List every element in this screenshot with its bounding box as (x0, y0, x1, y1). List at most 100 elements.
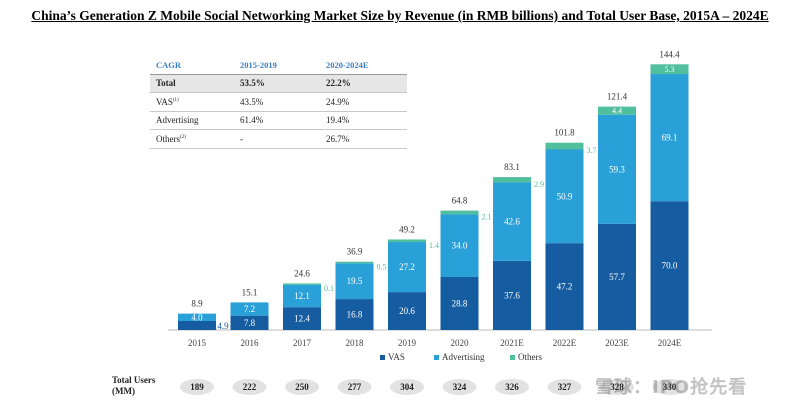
bar-segment-advertising (230, 302, 269, 316)
x-tick-label: 2018 (346, 338, 365, 348)
data-label-vas: 70.0 (662, 261, 678, 271)
total-users-value: 277 (348, 382, 362, 392)
data-label-total: 15.1 (242, 287, 258, 297)
total-users-pill (547, 379, 582, 395)
data-label-others: 2.9 (534, 180, 544, 189)
total-users-value: 189 (190, 382, 204, 392)
cagr-table: CAGR 2015-2019 2020-2024E Total 53.5% 22… (150, 56, 407, 149)
data-label-vas: 57.7 (609, 272, 625, 282)
bar-segment-advertising (650, 74, 689, 202)
legend-label: Others (518, 352, 542, 362)
bar-segment-vas (598, 223, 636, 330)
data-label-vas: 12.4 (294, 314, 310, 324)
x-tick-label: 2016 (241, 338, 260, 348)
total-users-pill (285, 379, 319, 395)
cagr-row-label: Advertising (150, 111, 234, 130)
bar-segment-advertising (178, 313, 216, 321)
total-users-pill (652, 379, 687, 395)
x-tick-label: 2023E (605, 338, 629, 348)
total-users-value: 222 (243, 382, 257, 392)
bar-segment-advertising (440, 214, 479, 278)
bar-segment-others (440, 210, 479, 215)
bar-segment-advertising (388, 242, 426, 293)
x-tick-label: 2019 (398, 338, 417, 348)
data-label-others: 1.4 (429, 241, 439, 250)
cagr-value: 26.7% (320, 129, 407, 149)
data-label-advertising: 7.2 (244, 304, 255, 314)
x-tick-label: 2021E (500, 338, 524, 348)
cagr-value: - (234, 129, 320, 149)
cagr-row-total: Total 53.5% 22.2% (150, 74, 407, 93)
bar-segment-vas (335, 299, 374, 330)
data-label-total: 144.4 (659, 49, 680, 59)
bar-segment-others (335, 261, 374, 264)
data-label-advertising: 59.3 (609, 164, 625, 174)
data-label-advertising: 12.1 (294, 291, 310, 301)
bar-segment-vas (230, 315, 269, 330)
data-label-advertising: 69.1 (662, 133, 678, 143)
data-label-others: 4.4 (612, 107, 622, 116)
bar-segment-advertising (283, 284, 321, 308)
x-tick-label: 2020 (451, 338, 470, 348)
data-label-total: 101.8 (554, 128, 575, 138)
total-users-value: 327 (558, 382, 572, 392)
total-users-value: 328 (610, 382, 624, 392)
cagr-value: 24.9% (320, 92, 407, 112)
cagr-row-label: VAS(1) (150, 92, 234, 112)
bar-segment-others (388, 239, 426, 243)
total-users-pill (180, 379, 214, 395)
data-label-others: 5.3 (665, 65, 675, 74)
data-label-vas: 20.6 (399, 306, 415, 316)
bar-segment-others (598, 106, 636, 115)
cagr-row-vas: VAS(1) 43.5% 24.9% (150, 92, 407, 112)
x-tick-label: 2015 (188, 338, 207, 348)
total-users-pill (232, 379, 267, 395)
data-label-vas: 47.2 (557, 282, 573, 292)
cagr-value: 19.4% (320, 111, 407, 130)
data-label-advertising: 50.9 (557, 191, 573, 201)
data-label-vas: 4.9 (217, 321, 229, 331)
bar-segment-vas (545, 243, 584, 330)
total-users-pill (495, 379, 529, 395)
data-label-others: 2.1 (482, 213, 492, 222)
bar-segment-vas (388, 292, 426, 330)
legend-label: Advertising (442, 352, 485, 362)
data-label-total: 24.6 (294, 268, 310, 278)
cagr-value: 61.4% (234, 111, 320, 130)
data-label-others: 3.7 (587, 146, 597, 155)
data-label-advertising: 19.5 (347, 276, 363, 286)
bar-segment-vas (440, 277, 479, 330)
bar-segment-vas (178, 320, 216, 330)
cagr-row-label-text: Others (156, 133, 180, 144)
cagr-row-label: Others(2) (150, 129, 234, 149)
bar-segment-others (650, 64, 689, 75)
total-users-value: 330 (663, 382, 677, 392)
cagr-row-advertising: Advertising 61.4% 19.4% (150, 111, 407, 130)
footnote-marker: (2) (180, 134, 186, 140)
watermark: 雪球：IPO抢先看 (595, 377, 748, 398)
cagr-value: 22.2% (320, 74, 407, 93)
cagr-header: CAGR (150, 56, 234, 75)
total-users-label-line1: Total Users (112, 375, 156, 385)
data-label-total: 64.8 (452, 196, 468, 206)
cagr-row-label: Total (150, 74, 234, 93)
total-users-value: 250 (295, 382, 309, 392)
bar-segment-advertising (598, 114, 636, 224)
bar-segment-advertising (493, 182, 531, 261)
data-label-advertising: 27.2 (399, 262, 415, 272)
cagr-header: 2020-2024E (320, 56, 407, 75)
data-label-vas: 28.8 (452, 299, 468, 309)
total-users-value: 304 (400, 382, 414, 392)
cagr-row-label-text: VAS (156, 96, 173, 107)
legend-swatch (380, 355, 385, 360)
bar-segment-vas (493, 260, 531, 330)
data-label-advertising: 34.0 (452, 241, 468, 251)
bar-segment-others (493, 177, 531, 183)
total-users-label: Total Users (MM) (112, 375, 155, 397)
cagr-header-row: CAGR 2015-2019 2020-2024E (150, 56, 407, 75)
total-users-value: 324 (453, 382, 467, 392)
data-label-others: 0.1 (324, 284, 334, 293)
legend-label: VAS (388, 352, 405, 362)
data-label-vas: 37.6 (504, 290, 520, 300)
